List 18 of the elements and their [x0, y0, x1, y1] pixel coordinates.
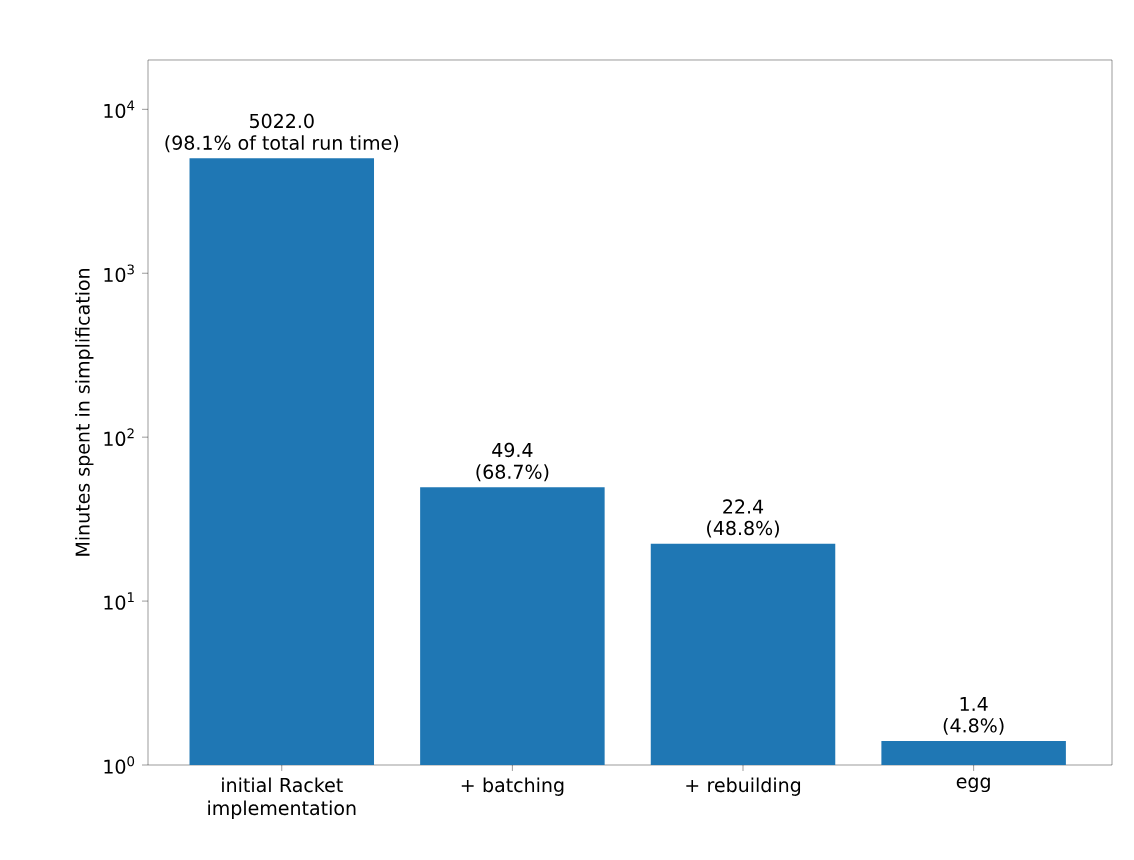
- x-tick-label: egg: [956, 777, 990, 793]
- x-tick-label: + batching: [461, 777, 564, 796]
- y-axis-title: Minutes spent in simplification: [75, 269, 94, 556]
- y-tick-label: 10$^{3}$: [104, 264, 134, 283]
- data-label: 5022.0: [249, 113, 314, 129]
- annotation: (4.8%): [943, 717, 1004, 735]
- y-tick-label: 10$^{2}$: [104, 428, 134, 446]
- y-tick-label: 10$^{1}$: [104, 592, 134, 610]
- y-tick-label: 10$^{0}$: [104, 756, 135, 774]
- y-tick-label: 10$^{4}$: [104, 100, 135, 119]
- annotation: (68.7%): [476, 464, 549, 482]
- annotation: (48.8%): [707, 520, 779, 538]
- data-label: 22.4: [723, 499, 764, 514]
- data-label: 1.4: [960, 697, 988, 711]
- data-label: 49.4: [492, 442, 533, 458]
- annotation: (98.1% of total run time): [165, 135, 399, 153]
- x-tick-label: + rebuilding: [686, 777, 801, 796]
- x-tick-label: initial Racket implementation: [208, 777, 356, 819]
